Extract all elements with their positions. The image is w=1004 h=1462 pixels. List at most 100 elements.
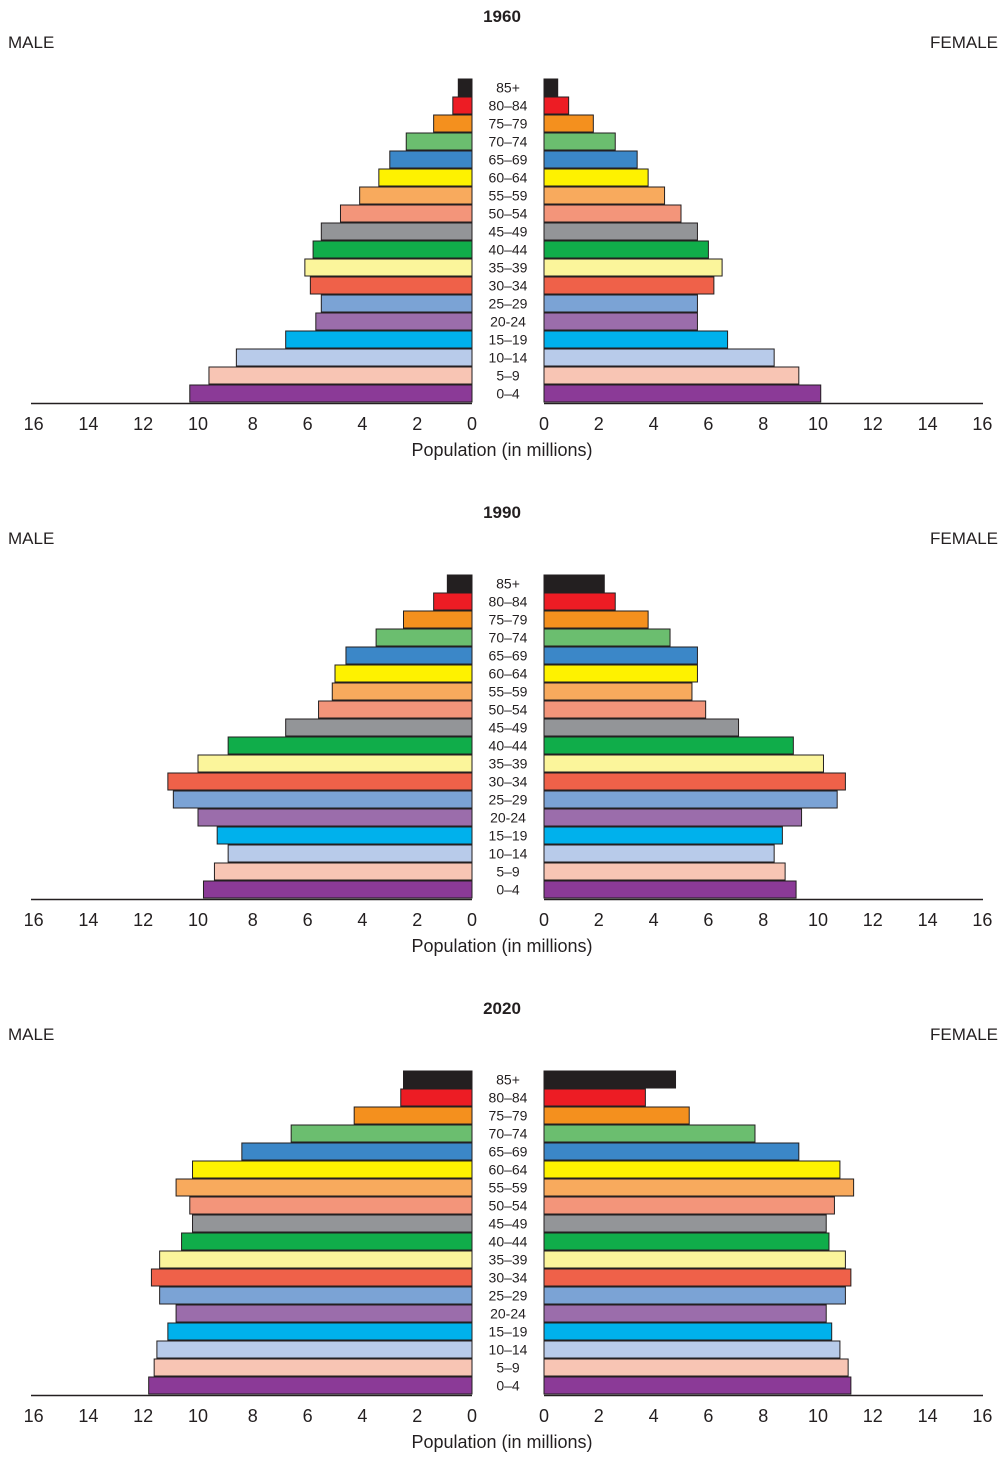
female-bar <box>543 1214 827 1233</box>
male-bar <box>285 330 473 349</box>
age-group-label: 25–29 <box>489 296 528 312</box>
female-bar <box>543 240 709 259</box>
male-tick-label: 10 <box>188 1406 208 1426</box>
male-bar <box>175 1178 473 1197</box>
age-group-label: 70–74 <box>489 1126 528 1142</box>
female-bar <box>543 150 638 169</box>
male-label: MALE <box>8 529 55 548</box>
female-tick-label: 12 <box>863 1406 883 1426</box>
age-group-label: 40–44 <box>489 1234 528 1250</box>
male-bar <box>378 168 473 187</box>
female-bar <box>543 1286 846 1305</box>
female-bar <box>543 186 666 205</box>
x-axis-label: Population (in millions) <box>411 936 593 956</box>
age-group-label: 35–39 <box>489 260 528 276</box>
female-tick-label: 4 <box>649 1406 659 1426</box>
male-bar <box>304 258 473 277</box>
male-bar <box>197 754 473 773</box>
female-bar <box>543 1106 690 1125</box>
female-tick-label: 6 <box>703 910 713 930</box>
age-group-label: 20-24 <box>490 1306 526 1322</box>
female-bar <box>543 222 698 241</box>
male-tick-label: 4 <box>357 910 367 930</box>
age-group-label: 60–64 <box>489 170 528 186</box>
female-tick-label: 10 <box>808 414 828 434</box>
male-bar <box>216 826 473 845</box>
male-tick-label: 16 <box>24 910 44 930</box>
male-bar <box>359 186 473 205</box>
female-bar <box>543 1160 841 1179</box>
male-bar <box>189 384 473 403</box>
female-bar <box>543 1142 800 1161</box>
age-group-label: 45–49 <box>489 720 528 736</box>
age-group-label: 50–54 <box>489 702 528 718</box>
male-bar <box>159 1250 473 1269</box>
female-bar <box>543 1088 646 1107</box>
male-bar <box>175 1304 473 1323</box>
male-bar <box>318 700 473 719</box>
male-bar <box>457 78 473 97</box>
age-group-label: 75–79 <box>489 116 528 132</box>
female-tick-label: 10 <box>808 910 828 930</box>
age-group-label: 45–49 <box>489 224 528 240</box>
female-bar <box>543 1376 852 1395</box>
female-bar <box>543 168 649 187</box>
pyramid-plot: 0–4 5–9 10–14 15–19 20-24 25–29 30–34 35–39 40–4… <box>24 78 992 434</box>
male-tick-label: 6 <box>303 1406 313 1426</box>
female-tick-label: 8 <box>758 1406 768 1426</box>
female-tick-label: 14 <box>918 414 938 434</box>
age-group-label: 85+ <box>496 1072 520 1088</box>
female-tick-label: 0 <box>539 1406 549 1426</box>
female-bar <box>543 1340 841 1359</box>
age-group-label: 15–19 <box>489 332 528 348</box>
male-bar <box>227 844 473 863</box>
age-group-label: 70–74 <box>489 630 528 646</box>
female-tick-label: 12 <box>863 414 883 434</box>
male-bar <box>433 592 473 611</box>
female-tick-label: 0 <box>539 910 549 930</box>
female-bar <box>543 348 775 367</box>
female-bar <box>543 844 775 863</box>
age-group-label: 60–64 <box>489 1162 528 1178</box>
age-group-label: 45–49 <box>489 1216 528 1232</box>
x-axis-label: Population (in millions) <box>411 440 593 460</box>
male-bar <box>192 1160 473 1179</box>
age-group-label: 65–69 <box>489 648 528 664</box>
age-group-label: 35–39 <box>489 756 528 772</box>
female-bar <box>543 772 846 791</box>
age-group-label: 10–14 <box>489 846 528 862</box>
male-bar <box>345 646 473 665</box>
male-tick-label: 6 <box>303 910 313 930</box>
female-bar <box>543 330 729 349</box>
male-tick-label: 0 <box>467 910 477 930</box>
male-bar <box>159 1286 473 1305</box>
male-bar <box>227 736 473 755</box>
age-group-label: 15–19 <box>489 1324 528 1340</box>
pyramid-2020: 2020 MALE FEMALE 0–4 5–9 10–14 15–19 20-24 25… <box>0 992 1004 1462</box>
male-tick-label: 6 <box>303 414 313 434</box>
female-bar <box>543 1070 677 1089</box>
male-bar <box>172 790 473 809</box>
male-bar <box>446 574 473 593</box>
female-bar <box>543 754 824 773</box>
female-tick-label: 8 <box>758 414 768 434</box>
female-label: FEMALE <box>929 1025 998 1044</box>
pyramid-plot: 0–4 5–9 10–14 15–19 20-24 25–29 30–34 35–39 40–4… <box>24 1070 992 1426</box>
female-bar <box>543 204 682 223</box>
male-bar <box>197 808 473 827</box>
female-tick-label: 14 <box>918 910 938 930</box>
age-group-label: 55–59 <box>489 188 528 204</box>
male-bar <box>202 880 473 899</box>
age-group-label: 65–69 <box>489 152 528 168</box>
age-group-label: 0–4 <box>496 386 520 402</box>
female-bar <box>543 1250 846 1269</box>
chart-title: 2020 <box>483 999 521 1018</box>
age-group-label: 60–64 <box>489 666 528 682</box>
male-label: MALE <box>8 1025 55 1044</box>
male-tick-label: 2 <box>412 910 422 930</box>
male-tick-label: 0 <box>467 1406 477 1426</box>
male-tick-label: 14 <box>78 910 98 930</box>
male-bar <box>403 610 473 629</box>
age-group-label: 35–39 <box>489 1252 528 1268</box>
